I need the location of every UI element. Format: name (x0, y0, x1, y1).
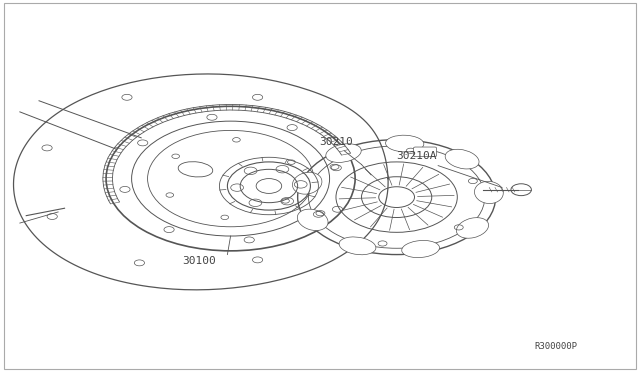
Ellipse shape (385, 135, 424, 152)
FancyBboxPatch shape (413, 147, 436, 157)
Text: 30210A: 30210A (397, 151, 437, 161)
Ellipse shape (292, 172, 322, 194)
Ellipse shape (445, 149, 479, 169)
Text: 30100: 30100 (182, 256, 216, 266)
Ellipse shape (402, 240, 440, 257)
Text: R300000P: R300000P (535, 342, 578, 351)
Ellipse shape (326, 144, 361, 163)
Ellipse shape (474, 181, 503, 203)
Text: 30210: 30210 (319, 137, 353, 147)
Ellipse shape (456, 218, 488, 238)
Ellipse shape (298, 209, 328, 231)
Ellipse shape (339, 237, 376, 255)
